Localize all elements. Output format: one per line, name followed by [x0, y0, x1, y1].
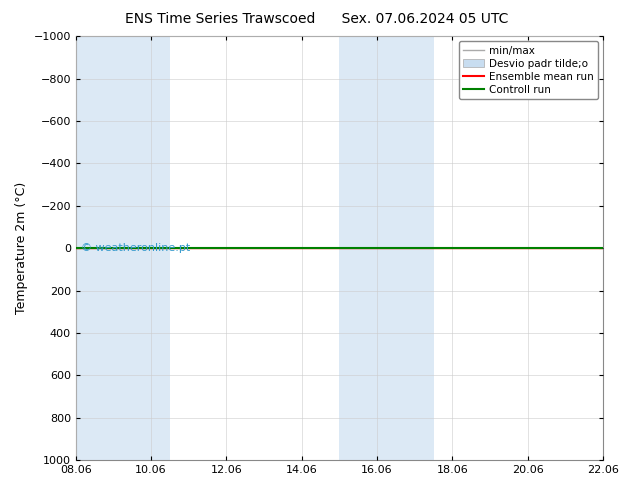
- Text: ENS Time Series Trawscoed      Sex. 07.06.2024 05 UTC: ENS Time Series Trawscoed Sex. 07.06.202…: [126, 12, 508, 26]
- Bar: [377, 36, 434, 460]
- Bar: [603, 36, 622, 460]
- Bar: [76, 36, 113, 460]
- Text: © weatheronline.pt: © weatheronline.pt: [81, 243, 190, 253]
- Legend: min/max, Desvio padr tilde;o, Ensemble mean run, Controll run: min/max, Desvio padr tilde;o, Ensemble m…: [459, 41, 598, 99]
- Bar: [339, 36, 377, 460]
- Y-axis label: Temperature 2m (°C): Temperature 2m (°C): [15, 182, 28, 314]
- Bar: [113, 36, 170, 460]
